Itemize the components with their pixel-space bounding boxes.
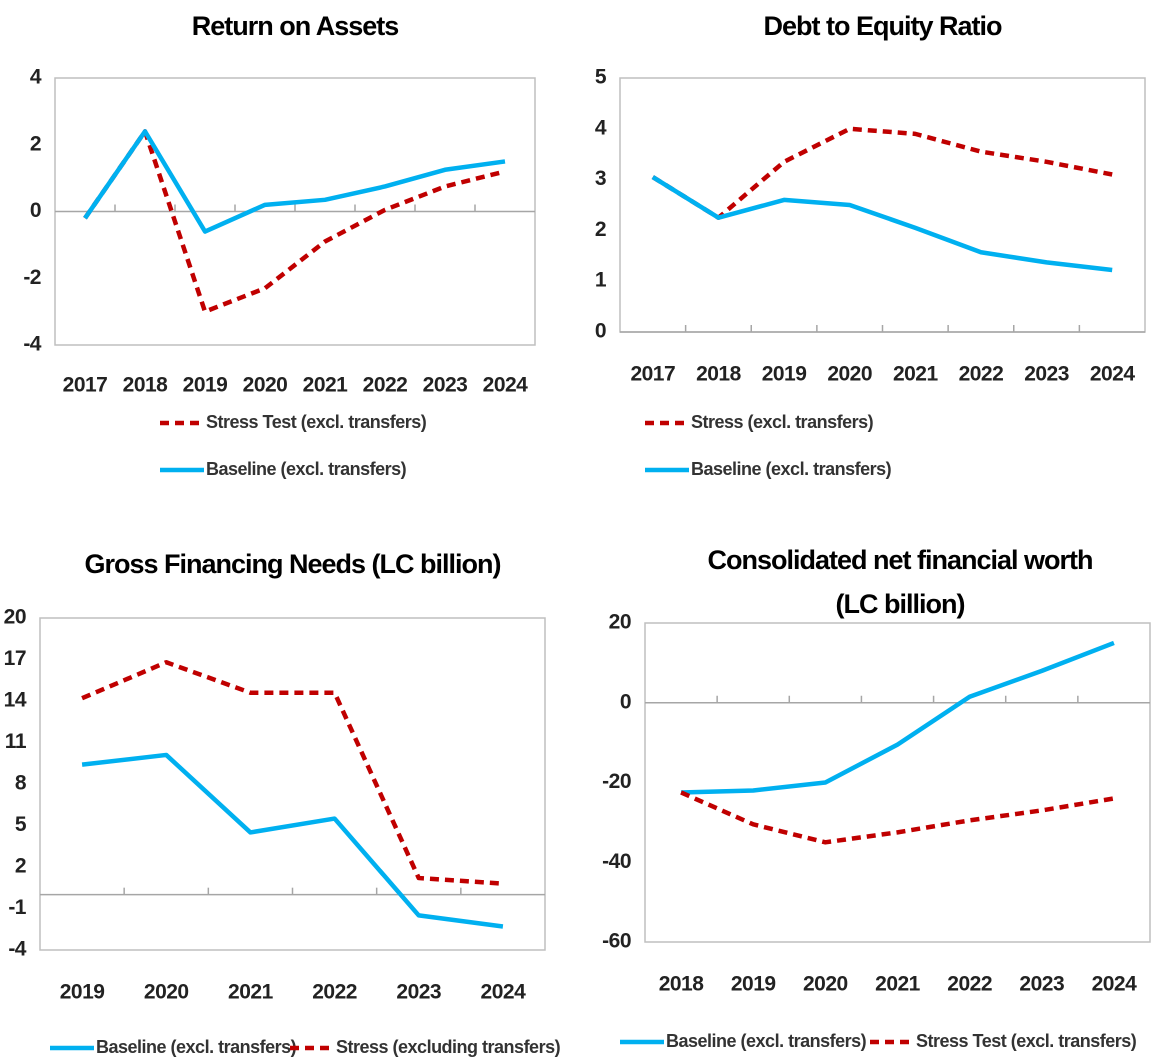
y-tick-label: 2 xyxy=(30,132,41,155)
x-tick-label: 2021 xyxy=(893,363,939,386)
x-tick-label: 2022 xyxy=(959,363,1004,386)
x-tick-label: 2022 xyxy=(363,374,408,397)
x-tick-label: 2023 xyxy=(423,374,468,397)
y-tick-label: 1 xyxy=(595,269,607,292)
x-tick-label: 2018 xyxy=(659,973,705,996)
y-tick-label: 0 xyxy=(620,690,631,713)
x-tick-label: 2021 xyxy=(875,973,921,996)
plot-area xyxy=(39,617,546,951)
y-tick-label: 17 xyxy=(4,647,26,670)
y-tick-label: 14 xyxy=(4,689,27,712)
y-tick-label: 5 xyxy=(15,813,27,836)
x-tick-label: 2024 xyxy=(1092,973,1138,996)
y-tick-label: -60 xyxy=(602,930,631,953)
y-tick-label: 11 xyxy=(5,730,27,753)
y-tick-label: 8 xyxy=(15,772,27,795)
series-line xyxy=(83,129,506,234)
chart-title: Gross Financing Needs (LC billion) xyxy=(84,549,501,579)
x-tick-label: 2024 xyxy=(1090,363,1136,386)
legend-label: Baseline (excl. transfers) xyxy=(206,459,407,479)
y-tick-label: 2 xyxy=(15,855,26,878)
y-tick-label: 3 xyxy=(595,167,606,190)
x-tick-label: 2019 xyxy=(762,363,807,386)
series-line xyxy=(81,752,504,929)
legend-label: Stress Test (excl. transfers) xyxy=(916,1031,1137,1051)
x-tick-label: 2024 xyxy=(483,374,529,397)
x-tick-label: 2023 xyxy=(1019,973,1064,996)
series-line xyxy=(83,129,506,314)
x-tick-label: 2020 xyxy=(827,363,872,386)
legend-label: Baseline (excl. transfers) xyxy=(691,459,892,479)
x-tick-label: 2021 xyxy=(228,981,274,1004)
x-tick-label: 2020 xyxy=(144,981,189,1004)
y-tick-label: 2 xyxy=(595,218,606,241)
series-line xyxy=(680,790,1115,845)
y-tick-label: -4 xyxy=(23,333,41,356)
series-line xyxy=(651,126,1113,220)
x-tick-label: 2022 xyxy=(947,973,992,996)
x-tick-label: 2023 xyxy=(1024,363,1069,386)
x-tick-label: 2017 xyxy=(63,374,108,397)
x-tick-label: 2018 xyxy=(123,374,169,397)
legend-label: Stress Test (excl. transfers) xyxy=(206,412,427,432)
y-tick-label: -2 xyxy=(23,266,41,289)
legend-label: Stress (excl. transfers) xyxy=(691,412,874,432)
x-tick-label: 2019 xyxy=(731,973,776,996)
chart-title: Return on Assets xyxy=(191,11,400,41)
y-tick-label: 5 xyxy=(595,66,607,89)
legend-label: Baseline (excl. transfers) xyxy=(666,1031,867,1051)
x-tick-label: 2017 xyxy=(630,363,675,386)
plot-area xyxy=(644,622,1151,943)
y-tick-label: -20 xyxy=(602,770,631,793)
y-tick-label: 4 xyxy=(30,66,42,89)
chart-title: Consolidated net financial worth (LC bil… xyxy=(707,545,1093,619)
series-line xyxy=(651,175,1113,273)
x-tick-label: 2019 xyxy=(183,374,228,397)
x-tick-label: 2020 xyxy=(803,973,848,996)
legend-label: Baseline (excl. transfers) xyxy=(96,1037,297,1057)
legend-label: Stress (excluding transfers) xyxy=(336,1037,561,1057)
y-tick-label: 4 xyxy=(595,116,607,139)
series-line xyxy=(81,660,504,886)
x-tick-label: 2023 xyxy=(396,981,441,1004)
y-tick-label: -4 xyxy=(8,938,26,961)
y-tick-label: 20 xyxy=(4,606,26,629)
x-tick-label: 2020 xyxy=(243,374,288,397)
x-tick-label: 2024 xyxy=(481,981,527,1004)
series-line xyxy=(681,640,1115,795)
x-tick-label: 2022 xyxy=(312,981,357,1004)
x-tick-label: 2019 xyxy=(60,981,105,1004)
x-tick-label: 2021 xyxy=(303,374,349,397)
y-tick-label: -40 xyxy=(602,850,631,873)
y-tick-label: 20 xyxy=(609,611,631,634)
y-tick-label: 0 xyxy=(595,320,606,343)
x-tick-label: 2018 xyxy=(696,363,742,386)
y-tick-label: -1 xyxy=(8,896,26,919)
y-tick-label: 0 xyxy=(30,199,41,222)
chart-title: Debt to Equity Ratio xyxy=(763,11,1003,41)
